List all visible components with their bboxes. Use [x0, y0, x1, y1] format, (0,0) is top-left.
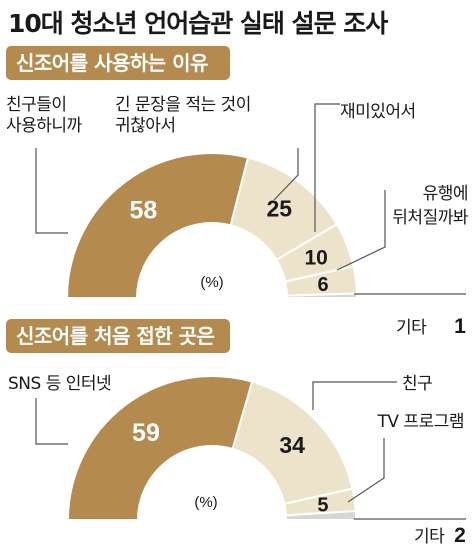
chart-1-category-label-4: 뒤처질까봐	[392, 208, 469, 228]
chart-1-category-label-5: 기타	[396, 318, 427, 338]
chart-2-slice-1	[66, 375, 254, 521]
chart-1-unit: (%)	[200, 274, 223, 291]
chart-2-category-label-4: 기타	[414, 527, 445, 547]
chart-1-category-label-4: 유행에	[423, 184, 468, 204]
chart-2-category-label-3: TV 프로그램	[377, 412, 464, 432]
chart-1-leader-line-2	[273, 148, 299, 201]
chart-1-category-label-1: 친구들이	[6, 95, 67, 115]
chart-1-value-label-1: 58	[129, 197, 157, 225]
chart-1-leader-line-4	[336, 190, 386, 271]
chart-1-slice-5	[285, 292, 359, 299]
chart-1-leader-line-1	[35, 148, 68, 234]
chart-2-leader-line-3	[347, 438, 385, 503]
chart-1-category-label-2: 귀찮아서	[115, 116, 176, 136]
chart-2-slice-4	[284, 509, 358, 521]
chart-2-unit: (%)	[194, 494, 217, 511]
chart-2-leader-line-2	[312, 381, 397, 410]
chart-2-leader-line-1	[35, 398, 68, 445]
chart-1-value-label-3: 10	[304, 246, 327, 269]
chart-2-value-label-4: 2	[454, 524, 466, 547]
chart-1-category-label-1: 사용하니까	[6, 116, 83, 136]
chart-1-value-label-5: 1	[454, 315, 466, 338]
chart-2-category-label-2: 친구	[402, 374, 432, 394]
chart-2-value-label-2: 34	[279, 432, 305, 458]
chart-1-slice-1	[65, 152, 250, 299]
chart-1-value-label-4: 6	[318, 274, 329, 296]
chart-2-value-label-3: 5	[317, 494, 328, 516]
chart-1-leader-line-3	[314, 103, 340, 232]
page-title: 10대 청소년 언어습관 실태 설문 조사	[8, 9, 388, 38]
chart-2-title: 신조어를 처음 접한 곳은	[6, 319, 230, 353]
chart-2-category-label-1: SNS 등 인터넷	[8, 374, 111, 394]
chart-1-category-label-2: 긴 문장을 적는 것이	[115, 95, 251, 115]
chart-1-value-label-2: 25	[266, 196, 292, 222]
chart-2-value-label-1: 59	[132, 419, 160, 447]
chart-1-category-label-3: 재미있어서	[340, 102, 416, 122]
chart-1-title: 신조어를 사용하는 이유	[6, 46, 230, 80]
